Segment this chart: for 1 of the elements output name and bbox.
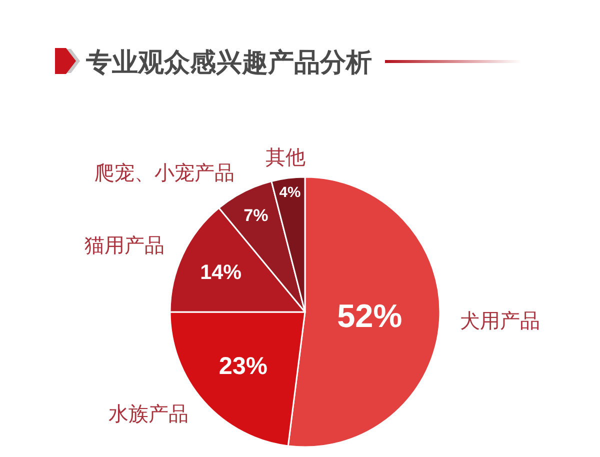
title: 专业观众感兴趣产品分析 bbox=[86, 47, 372, 77]
